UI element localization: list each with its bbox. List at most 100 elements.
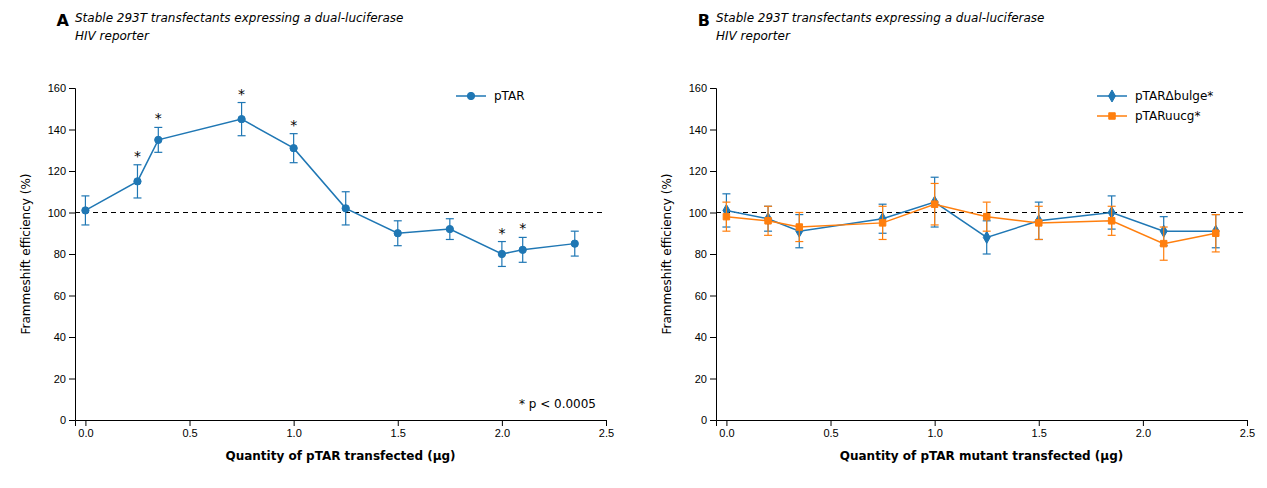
error-bar-cap (394, 220, 402, 221)
error-bar-cap (133, 164, 141, 165)
error-bar-cap (154, 127, 162, 128)
series (81, 103, 578, 267)
data-point (1213, 230, 1219, 236)
error-bar (983, 202, 991, 231)
x-tick-mark (190, 420, 191, 426)
error-bar-cap (795, 247, 803, 248)
y-tick-mark (710, 420, 716, 421)
error-bar-cap (931, 224, 939, 225)
chart-canvas: 0.00.51.01.52.02.5020406080100120140160Q… (0, 0, 1267, 488)
error-bar-cap (722, 193, 730, 194)
data-point (342, 205, 349, 212)
x-tick-mark (1143, 420, 1144, 426)
x-tick-label: 0.5 (182, 427, 197, 439)
error-bar-cap (571, 231, 579, 232)
error-bar-cap (1212, 251, 1220, 252)
annotation: * p < 0.0005 (519, 397, 596, 411)
y-tick: 100 (48, 207, 75, 219)
x-tick-mark (398, 420, 399, 426)
x-tick-label: 0.0 (78, 427, 93, 439)
x-tick-label: 0.0 (719, 427, 734, 439)
error-bar-cap (133, 197, 141, 198)
error-bar (722, 202, 730, 231)
y-tick: 0 (701, 414, 716, 426)
x-tick-label: 1.5 (1032, 427, 1047, 439)
error-bar-cap (1035, 239, 1043, 240)
y-tick-mark (710, 130, 716, 131)
point-label: * (519, 220, 526, 236)
error-bar-cap (1108, 206, 1116, 207)
error-bar-cap (879, 206, 887, 207)
error-bar (238, 103, 246, 136)
y-tick-mark (69, 379, 75, 380)
y-tick: 40 (54, 331, 75, 343)
error-bar (1212, 215, 1220, 252)
data-point (796, 224, 802, 230)
error-bar (394, 221, 402, 246)
error-bar-cap (154, 152, 162, 153)
point-label: * (498, 225, 505, 241)
legend-swatch-marker (1109, 113, 1115, 119)
panel: 0.00.51.01.52.02.5020406080100120140160Q… (19, 82, 614, 463)
x-axis-title: Quantity of pTAR mutant transfected (µg) (840, 449, 1123, 463)
x-tick: 0.0 (78, 420, 93, 439)
y-tick: 140 (689, 124, 716, 136)
series-line (85, 119, 574, 254)
error-bar-cap (342, 224, 350, 225)
y-tick-label: 140 (48, 124, 66, 136)
error-bar (154, 127, 162, 152)
x-tick-mark (1247, 420, 1248, 426)
y-tick-mark (69, 420, 75, 421)
error-bar (342, 192, 350, 225)
reference-line (716, 212, 1247, 213)
x-tick-label: 2.0 (495, 427, 510, 439)
data-point (931, 201, 937, 207)
error-bar-cap (1035, 206, 1043, 207)
error-bar-cap (238, 135, 246, 136)
series (722, 183, 1219, 260)
error-bar-cap (764, 206, 772, 207)
x-axis: 0.00.51.01.52.02.5 (76, 420, 615, 439)
x-tick-mark (935, 420, 936, 426)
error-bar-cap (1160, 260, 1168, 261)
y-tick-mark (710, 379, 716, 380)
data-point (1160, 240, 1166, 246)
y-tick: 80 (695, 248, 716, 260)
error-bar-cap (446, 218, 454, 219)
error-bar-cap (795, 241, 803, 242)
x-tick-mark (831, 420, 832, 426)
data-point (155, 136, 162, 143)
x-tick: 2.5 (599, 420, 614, 439)
error-bar (519, 237, 527, 262)
point-label: * (155, 110, 162, 126)
y-tick-mark (710, 213, 716, 214)
x-tick: 2.5 (1240, 420, 1255, 439)
error-bar-cap (290, 133, 298, 134)
x-tick-mark (294, 420, 295, 426)
y-tick: 40 (695, 331, 716, 343)
y-tick: 0 (60, 414, 75, 426)
y-tick-mark (69, 254, 75, 255)
point-labels: ****** (134, 86, 526, 241)
error-bar-cap (1160, 226, 1168, 227)
title: Stable 293T transfectants expressing a d… (716, 11, 1044, 25)
data-point (1036, 220, 1042, 226)
x-tick-label: 0.5 (823, 427, 838, 439)
legend-item: pTAR (456, 89, 525, 103)
y-tick-mark (710, 171, 716, 172)
y-tick: 160 (689, 82, 716, 94)
error-bar-cap (519, 262, 527, 263)
error-bar-cap (983, 231, 991, 232)
data-point (879, 220, 885, 226)
x-tick-mark (502, 420, 503, 426)
error-bar-cap (81, 195, 89, 196)
error-bar-cap (394, 245, 402, 246)
error-bar (133, 165, 141, 198)
x-tick: 1.0 (927, 420, 942, 439)
error-bar (879, 206, 887, 239)
error-bar-cap (571, 255, 579, 256)
y-tick: 20 (695, 373, 716, 385)
error-bar-cap (722, 202, 730, 203)
error-bar-cap (519, 237, 527, 238)
error-bar-cap (983, 202, 991, 203)
